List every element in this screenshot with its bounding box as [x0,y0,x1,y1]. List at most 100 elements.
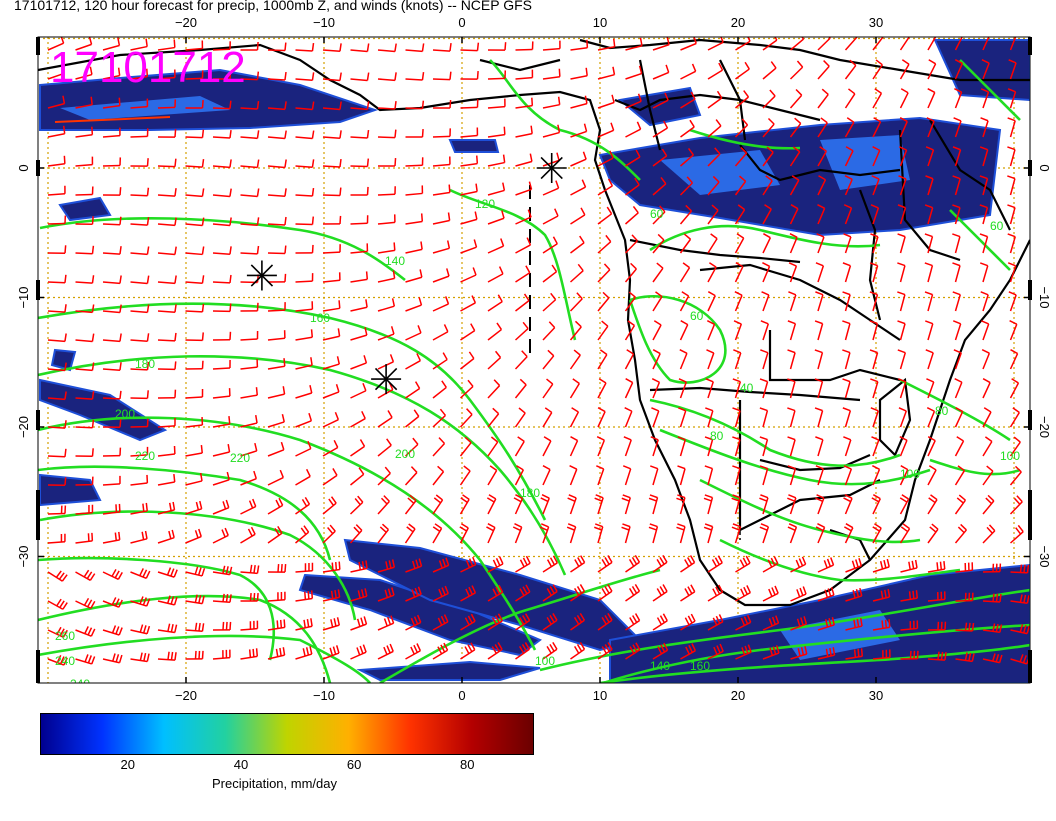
wind-barb [844,466,851,485]
wind-barb [488,183,504,195]
wind-barb [433,185,450,195]
wind-barb [296,469,311,485]
wind-barb [351,383,366,398]
wind-barb [1011,408,1020,427]
wind-barb [983,495,994,514]
wind-barb [461,643,475,659]
wind-barb [488,295,502,311]
wind-barb [650,466,657,485]
wind-barb [241,331,258,340]
wind-barb [846,89,855,108]
wind-barb [571,68,588,79]
wind-barb [844,495,852,514]
wind-barb [213,360,230,369]
wind-barb [816,263,823,282]
wind-barb [983,525,995,543]
wind-barb [241,387,258,398]
wind-barb [406,269,422,282]
wind-barb [406,297,422,311]
wind-barb [378,101,396,109]
wind-barb [708,234,717,253]
wind-barb [406,382,420,398]
wind-barb [651,408,658,427]
wind-barb [901,560,918,572]
wind-barb [378,44,396,52]
colorbar-tick-label: 60 [347,757,361,772]
wind-barb [516,41,533,50]
wind-barb [296,563,313,572]
colorbar-tick-label: 40 [234,757,248,772]
wind-barb [378,644,393,659]
wind-barb [926,350,933,369]
contour-label: 60 [650,207,664,221]
wind-barb [763,90,775,108]
wind-barb [843,263,850,282]
wind-barb [213,528,228,543]
contour-label: 80 [935,404,949,418]
wind-barb [323,468,337,485]
wind-barb [433,213,450,224]
wind-barb [268,72,286,80]
wind-barb [815,408,823,427]
wind-barb [791,90,802,108]
wind-barb [626,38,642,50]
wind-barb [131,653,150,662]
wind-barb [268,498,283,514]
wind-barb [213,332,230,340]
wind-barb [131,475,148,485]
wind-barb [983,408,991,427]
wind-barb [378,298,394,311]
wind-barb [351,496,363,514]
wind-barb [543,408,552,427]
wind-barb [543,209,558,224]
wind-barb [323,328,340,340]
wind-barb [571,556,585,572]
wind-barb [815,379,823,398]
wind-barb [706,350,713,369]
precip-area [60,198,110,220]
wind-barb [241,359,258,369]
height-contour [38,636,370,683]
wind-barb [653,65,669,79]
precip-area [450,140,498,152]
height-contour [38,558,274,660]
wind-barb [103,334,121,342]
wind-barb [681,263,690,282]
wind-barb [598,292,609,311]
wind-barb [543,350,554,369]
wind-barb [815,437,822,456]
wind-barb [788,437,796,456]
wind-barb [76,157,93,166]
wind-barb [213,275,231,283]
height-contour [900,380,1010,440]
wind-barb [952,263,960,282]
wind-barb [488,380,500,398]
wind-barb [103,187,121,195]
wind-barb [626,122,641,137]
wind-barb [897,321,905,340]
wind-barb [296,301,313,311]
height-contour [660,430,930,484]
wind-barb [516,266,530,282]
wind-barb [653,263,663,282]
wind-barb [296,72,314,80]
wind-barb [103,625,122,635]
wind-barb [131,333,149,341]
wind-barb [323,412,338,427]
wind-barb [241,621,258,630]
wind-barb [873,559,889,572]
wind-barb [323,159,341,167]
lat-tick-label: 0 [1037,164,1052,171]
height-contour [700,480,920,542]
wind-barb [623,466,630,485]
wind-barb [622,524,630,543]
wind-barb [543,322,555,340]
wind-barb [186,623,204,631]
wind-barb [186,304,204,312]
wind-barb [158,333,176,341]
wind-barb [488,351,501,369]
wind-barb [846,558,862,572]
wind-barb [676,524,684,543]
wind-barb [406,643,421,659]
wind-barb [704,524,712,543]
